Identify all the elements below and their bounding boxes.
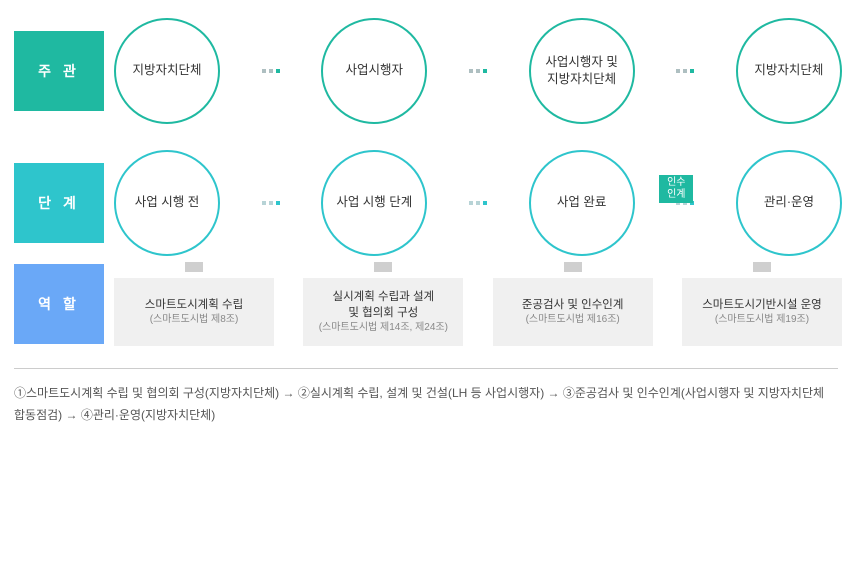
- org-dots-2: [676, 69, 694, 73]
- label-role: 역 할: [14, 264, 104, 344]
- row-role: 역 할 스마트도시계획 수립 (스마트도시법 제8조) 실시계획 수립과 설계및…: [0, 262, 852, 346]
- role-box-2: 준공검사 및 인수인계 (스마트도시법 제16조): [493, 262, 653, 346]
- org-node-1: 사업시행자: [321, 18, 427, 124]
- nodes-stage: 사업 시행 전 사업 시행 단계 사업 완료 인수인계 관리·운영: [104, 150, 852, 256]
- role-boxes: 스마트도시계획 수립 (스마트도시법 제8조) 실시계획 수립과 설계및 협의회…: [104, 262, 852, 346]
- down-arrow-icon: [185, 262, 203, 272]
- down-arrow-icon: [564, 262, 582, 272]
- role-sub-2: (스마트도시법 제16조): [526, 313, 620, 327]
- stage-dots-0: [262, 201, 280, 205]
- role-card-3: 스마트도시기반시설 운영 (스마트도시법 제19조): [682, 278, 842, 346]
- stage-dots-1: [469, 201, 487, 205]
- role-card-0: 스마트도시계획 수립 (스마트도시법 제8조): [114, 278, 274, 346]
- role-sub-3: (스마트도시법 제19조): [715, 313, 809, 327]
- down-arrow-icon: [753, 262, 771, 272]
- org-dots-1: [469, 69, 487, 73]
- role-title-3: 스마트도시기반시설 운영: [702, 297, 822, 313]
- footer-text: ①스마트도시계획 수립 및 협의회 구성(지방자치단체) → ②실시계획 수립,…: [14, 368, 838, 426]
- down-arrow-icon: [374, 262, 392, 272]
- role-title-1: 실시계획 수립과 설계및 협의회 구성: [333, 289, 435, 321]
- stage-node-0: 사업 시행 전: [114, 150, 220, 256]
- role-box-1: 실시계획 수립과 설계및 협의회 구성 (스마트도시법 제14조, 제24조): [303, 262, 463, 346]
- role-title-2: 준공검사 및 인수인계: [522, 297, 624, 313]
- role-card-2: 준공검사 및 인수인계 (스마트도시법 제16조): [493, 278, 653, 346]
- org-node-0: 지방자치단체: [114, 18, 220, 124]
- org-dots-0: [262, 69, 280, 73]
- org-node-3: 지방자치단체: [736, 18, 842, 124]
- role-sub-0: (스마트도시법 제8조): [150, 313, 239, 327]
- role-title-0: 스마트도시계획 수립: [145, 297, 243, 313]
- label-stage: 단 계: [14, 163, 104, 243]
- stage-node-2: 사업 완료: [529, 150, 635, 256]
- nodes-org: 지방자치단체 사업시행자 사업시행자 및지방자치단체 지방자치단체: [104, 18, 852, 124]
- role-card-1: 실시계획 수립과 설계및 협의회 구성 (스마트도시법 제14조, 제24조): [303, 278, 463, 346]
- handover-badge: 인수인계: [659, 175, 693, 203]
- row-stage: 단 계 사업 시행 전 사업 시행 단계 사업 완료 인수인계 관리·운영: [0, 150, 852, 256]
- label-org: 주 관: [14, 31, 104, 111]
- role-sub-1: (스마트도시법 제14조, 제24조): [319, 321, 448, 335]
- row-org: 주 관 지방자치단체 사업시행자 사업시행자 및지방자치단체 지방자치단체: [0, 18, 852, 124]
- role-box-3: 스마트도시기반시설 운영 (스마트도시법 제19조): [682, 262, 842, 346]
- role-box-0: 스마트도시계획 수립 (스마트도시법 제8조): [114, 262, 274, 346]
- stage-node-1: 사업 시행 단계: [321, 150, 427, 256]
- stage-node-3: 관리·운영: [736, 150, 842, 256]
- org-node-2: 사업시행자 및지방자치단체: [529, 18, 635, 124]
